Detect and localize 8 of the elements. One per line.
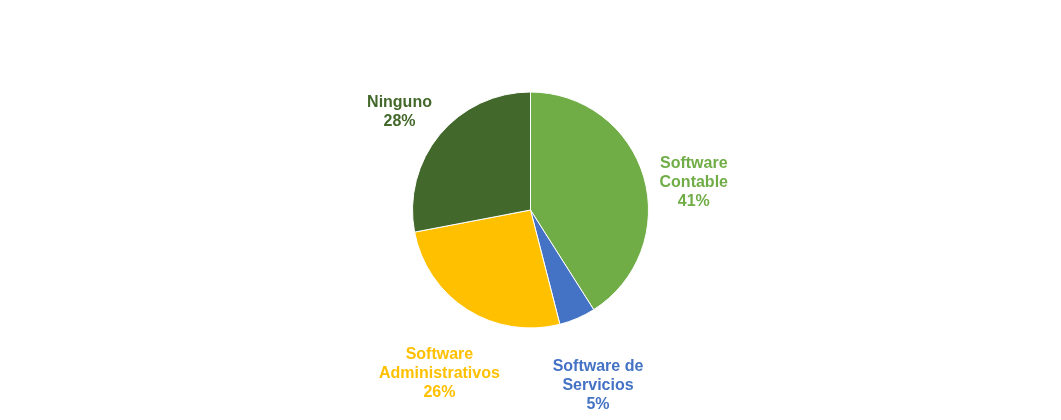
data-label: 28% [383, 111, 416, 129]
data-label: 41% [677, 191, 710, 209]
slice-label: Ninguno [367, 92, 433, 110]
slice-label: Software de Servicios [552, 357, 644, 394]
data-label: 5% [586, 395, 610, 413]
data-label: 26% [423, 382, 456, 400]
slice-label: Software Contable [659, 153, 729, 190]
slice-label: Software Administrativos [378, 344, 500, 381]
